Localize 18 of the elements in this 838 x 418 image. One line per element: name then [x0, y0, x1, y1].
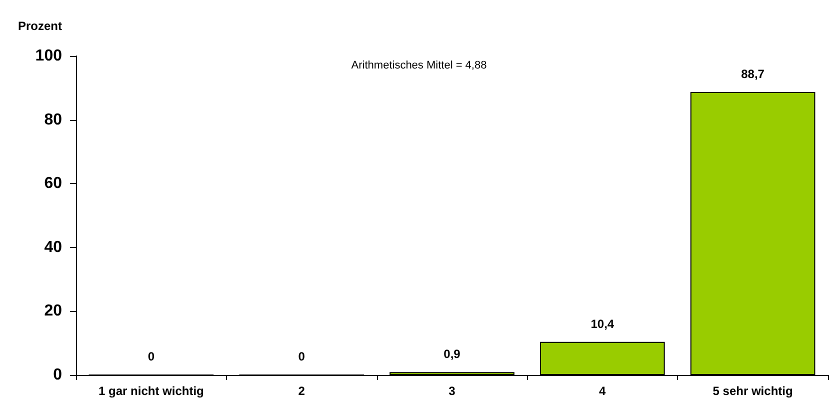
data-label: 0 [298, 350, 306, 364]
x-tick-label: 4 [599, 384, 606, 398]
y-tick-label: 20 [44, 302, 62, 320]
y-tick-label: 100 [35, 48, 62, 64]
y-tick-label: 40 [44, 238, 62, 256]
x-tick-label: 3 [448, 384, 456, 398]
data-label: 0 [148, 350, 155, 364]
y-tick-label: 0 [53, 366, 62, 384]
y-tick-label: 60 [44, 175, 62, 192]
x-tick-label: 2 [298, 384, 306, 398]
y-tick-label: 80 [44, 111, 62, 128]
data-label: 88,7 [741, 67, 765, 82]
annotation: Arithmetisches Mittel = 4,88 [351, 60, 487, 72]
x-tick-label: 5 sehr wichtig [712, 384, 793, 398]
data-label: 0,9 [444, 347, 461, 362]
y-axis-title: Prozent [18, 19, 62, 33]
x-tick-label: 1 gar nicht wichtig [98, 384, 204, 398]
data-label: 10,4 [590, 316, 614, 331]
